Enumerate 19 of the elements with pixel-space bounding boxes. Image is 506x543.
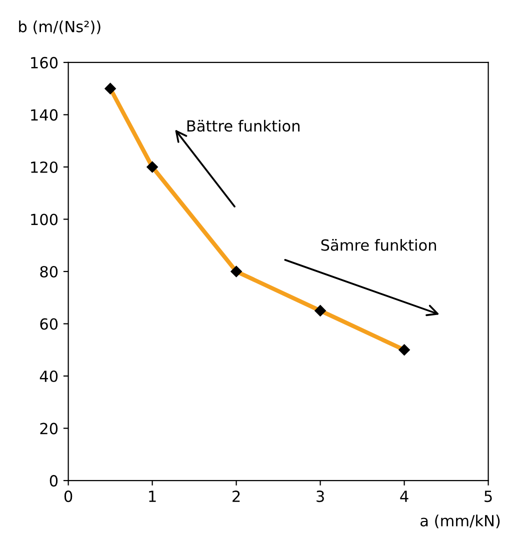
y-tick-label: 140 <box>31 109 58 121</box>
x-tick-label: 5 <box>484 490 492 502</box>
x-tick-label: 1 <box>149 490 156 502</box>
y-tick-label: 20 <box>40 422 58 434</box>
y-tick-label: 40 <box>40 370 58 382</box>
y-tick-label: 60 <box>40 318 58 330</box>
x-tick-label: 2 <box>232 490 240 502</box>
x-tick-label: 4 <box>400 490 408 502</box>
x-tick-label: 3 <box>316 490 324 502</box>
y-tick-label: 0 <box>50 475 58 487</box>
y-tick-label: 80 <box>40 266 58 278</box>
x-axis-title: a (mm/kN) <box>420 514 500 528</box>
y-tick-label: 120 <box>31 161 58 173</box>
y-tick-label: 100 <box>31 214 58 226</box>
annotation: Bättre funktion <box>187 120 300 132</box>
y-tick-label: 160 <box>31 56 58 68</box>
x-tick-label: 0 <box>64 490 72 502</box>
annotation: Sämre funktion <box>321 239 436 251</box>
y-axis-title: b (m/(Ns²)) <box>19 20 100 34</box>
